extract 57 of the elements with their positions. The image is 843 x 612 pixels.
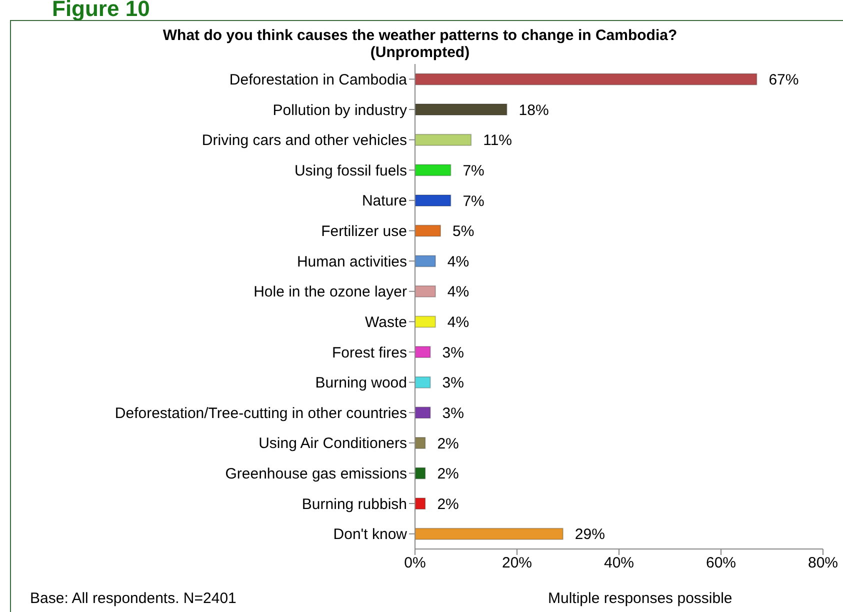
y-tick-label: Using fossil fuels: [294, 162, 407, 180]
data-label: 4%: [447, 253, 470, 270]
y-tick-label: Using Air Conditioners: [258, 435, 407, 452]
bar: [415, 346, 431, 358]
text: Multiple responses possible: [548, 590, 732, 607]
bar: [415, 467, 426, 480]
bar: [415, 406, 431, 419]
bar: [415, 134, 472, 146]
x-tick-label: 0%: [404, 554, 426, 572]
data-label: 3%: [442, 344, 464, 362]
y-tick-label: Don't know: [333, 526, 408, 544]
data-label: 2%: [437, 466, 459, 483]
data-label: 18%: [518, 102, 549, 119]
bar: [415, 164, 452, 176]
data-label: 2%: [437, 496, 459, 513]
bar: [415, 255, 436, 268]
y-tick-label: Hole in the ozone layer: [254, 284, 407, 301]
data-label: 5%: [452, 223, 474, 240]
bar: [415, 73, 758, 86]
y-tick-label: Fertilizer use: [321, 223, 407, 240]
y-tick-label: Human activities: [296, 253, 407, 270]
caption: Figure 10: [52, 0, 150, 22]
bar: [415, 376, 431, 388]
bar: [415, 528, 564, 540]
bar: [415, 436, 426, 449]
x-tick-label: 80%: [808, 554, 838, 572]
y-tick-label: Burning rubbish: [302, 496, 407, 513]
data-label: 4%: [447, 284, 470, 301]
x-tick-label: 40%: [604, 554, 634, 572]
bar: [415, 104, 508, 116]
x-tick-label: 20%: [502, 554, 532, 572]
y-tick-label: Waste: [365, 314, 407, 331]
y-tick-label: Deforestation in Cambodia: [229, 71, 408, 88]
y-tick-label: Burning wood: [315, 374, 407, 392]
data-label: 3%: [442, 374, 464, 392]
chart-title: What do you think causes the weather patterns to change in Cambodia? (Unprompted): [162, 27, 678, 61]
data-label: 11%: [483, 132, 512, 150]
x-tick-label: 60%: [706, 554, 736, 572]
y-tick-label: Greenhouse gas emissions: [225, 466, 407, 483]
y-tick-label: Pollution by industry: [272, 102, 408, 119]
data-label: 4%: [447, 314, 470, 332]
data-label: 7%: [462, 192, 484, 210]
bar: [415, 194, 452, 206]
y-tick-label: Nature: [362, 192, 407, 210]
bar: [415, 316, 436, 328]
bar: [415, 224, 441, 237]
data-label: 2%: [437, 435, 459, 452]
y-tick-label: Deforestation/Tree-cutting in other countries: [114, 404, 407, 422]
data-label: 29%: [574, 526, 605, 544]
y-tick-label: Driving cars and other vehicles: [202, 132, 407, 150]
bar: [415, 285, 436, 298]
data-label: 7%: [462, 162, 484, 180]
data-label: 3%: [442, 404, 464, 422]
y-tick-label: Forest fires: [332, 344, 407, 362]
bar: [415, 498, 426, 510]
text: Base: All respondents. N=2401: [30, 590, 236, 607]
data-label: 67%: [768, 72, 799, 89]
